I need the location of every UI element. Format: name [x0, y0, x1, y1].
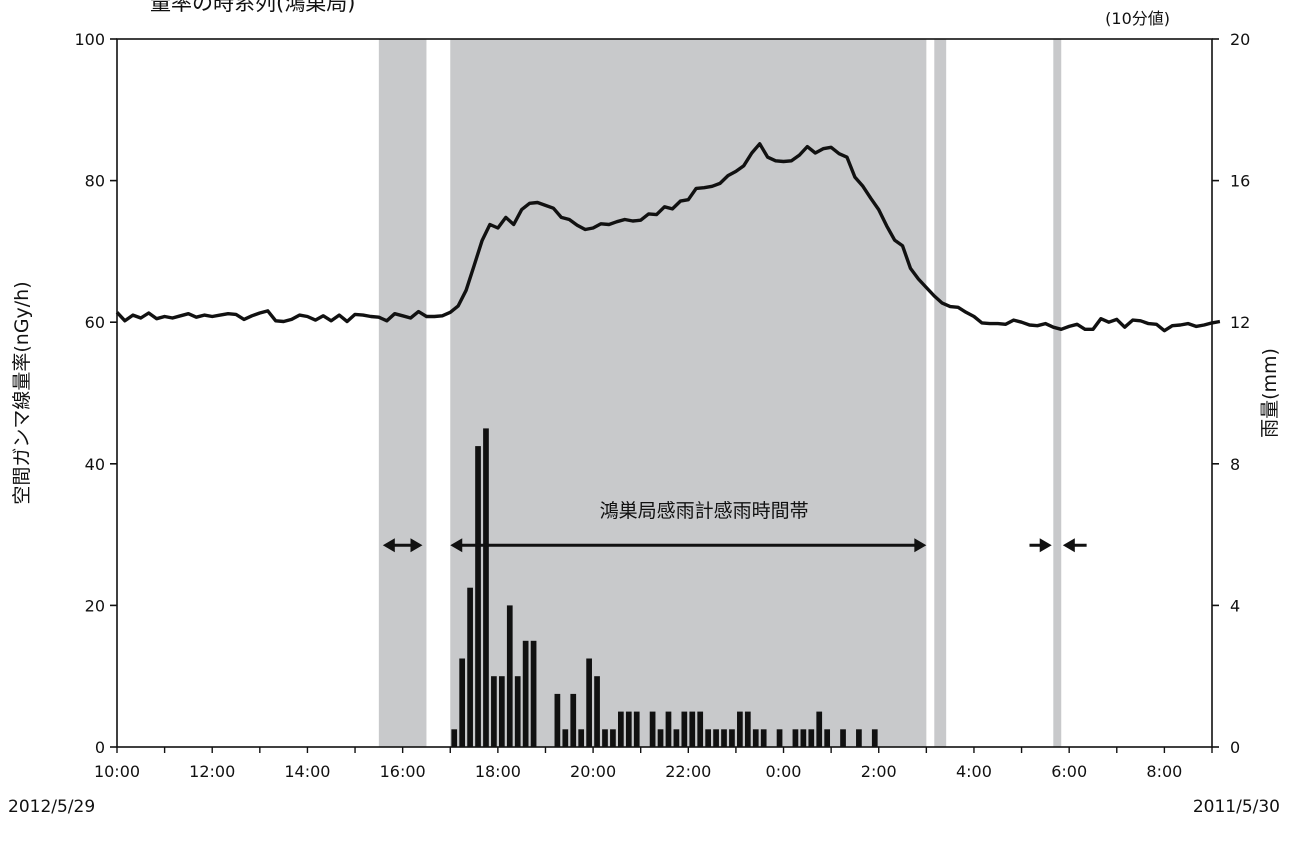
rain-bar-14 — [570, 693, 577, 747]
y-right-tick-label: 16 — [1230, 172, 1250, 191]
rain-bar-15 — [578, 729, 585, 747]
y-left-tick-label: 100 — [74, 30, 105, 49]
rain-bar-46 — [871, 729, 878, 747]
rain-period-1 — [378, 39, 427, 747]
rain-bar-13 — [562, 729, 569, 747]
rain-bar-24 — [657, 729, 664, 747]
rainfall-bars — [451, 428, 878, 747]
rain-bar-3 — [467, 587, 473, 747]
rain-bar-22 — [633, 711, 640, 747]
rain-bar-8 — [506, 605, 513, 747]
date-left: 2012/5/29 — [8, 797, 95, 817]
rain-bar-32 — [721, 729, 727, 747]
axes — [110, 38, 1219, 753]
rain-bar-40 — [800, 729, 807, 747]
y-right-tick-label: 0 — [1230, 738, 1240, 757]
labels: 0 20 40 60 80 100 0 4 8 12 16 20 10:00 12:00 14:00 16:0… — [8, 0, 1281, 817]
rain-bar-42 — [816, 711, 823, 747]
rain-bar-4 — [475, 446, 481, 747]
arrow-period-1-head-right — [410, 538, 423, 553]
rain-bar-17 — [594, 676, 600, 747]
dose-rate-line — [115, 142, 1221, 333]
rain-bar-19 — [610, 729, 616, 747]
rain-bar-7 — [498, 676, 505, 747]
rain-bar-23 — [649, 711, 656, 747]
y-left-axis-title: 空間ガンマ線量率(nGy/h) — [11, 281, 33, 504]
rain-bar-37 — [760, 729, 767, 747]
rain-period-shading — [378, 39, 1062, 747]
y-left-tick-label: 0 — [95, 738, 105, 757]
y-right-tick-label: 8 — [1230, 455, 1240, 474]
rain-bar-31 — [713, 729, 719, 747]
y-left-tick-label: 80 — [85, 172, 105, 191]
rain-period-4 — [1053, 39, 1062, 747]
plot-frame — [116, 38, 1213, 748]
rain-bar-10 — [522, 640, 529, 747]
rain-bar-25 — [665, 711, 672, 747]
rain-bar-38 — [776, 729, 783, 747]
rain-bar-33 — [729, 729, 735, 747]
y-right-tick-label: 12 — [1230, 313, 1250, 332]
x-tick-label: 22:00 — [665, 762, 711, 781]
rain-bar-28 — [689, 711, 696, 747]
rain-bar-12 — [554, 693, 561, 747]
rain-bar-35 — [744, 711, 751, 747]
x-tick-label: 10:00 — [94, 762, 140, 781]
y-right-tick-label: 4 — [1230, 596, 1240, 615]
x-tick-label: 4:00 — [956, 762, 992, 781]
rain-bar-2 — [459, 658, 466, 747]
arrow-period-2-head-left — [450, 538, 463, 553]
chart-title: 量率の時系列(鴻巣局) — [150, 0, 355, 15]
dose-rate-series — [115, 142, 1221, 333]
x-tick-label: 0:00 — [766, 762, 802, 781]
y-left-tick-label: 20 — [85, 596, 105, 615]
x-tick-label: 12:00 — [189, 762, 235, 781]
arrow-period-3-right-head — [1062, 538, 1075, 553]
x-tick-label: 14:00 — [284, 762, 330, 781]
rain-bar-16 — [586, 658, 592, 747]
rain-period-3 — [934, 39, 947, 747]
rain-bar-27 — [681, 711, 688, 747]
y-left-tick-label: 40 — [85, 455, 105, 474]
rain-bar-45 — [856, 729, 862, 747]
rain-bar-20 — [618, 711, 624, 747]
rain-bar-39 — [792, 729, 799, 747]
rain-bar-34 — [737, 711, 743, 747]
rain-bar-21 — [625, 711, 632, 747]
x-tick-label: 8:00 — [1146, 762, 1182, 781]
x-tick-label: 6:00 — [1051, 762, 1087, 781]
rain-bar-5 — [483, 428, 489, 747]
rain-bar-6 — [491, 676, 497, 747]
rain-period-annotation: 鴻巣局感雨計感雨時間帯 — [600, 500, 809, 522]
x-tick-label: 16:00 — [380, 762, 426, 781]
y-right-axis-title: 雨量(mm) — [1259, 348, 1281, 438]
rain-bar-11 — [530, 640, 537, 747]
rain-period-arrows — [382, 538, 1087, 553]
x-tick-label: 20:00 — [570, 762, 616, 781]
rain-bar-36 — [752, 729, 759, 747]
date-right: 2011/5/30 — [1193, 797, 1280, 817]
rain-bar-44 — [840, 729, 846, 747]
rain-bar-43 — [824, 729, 831, 747]
rain-bar-30 — [705, 729, 711, 747]
y-left-tick-label: 60 — [85, 313, 105, 332]
y-right-tick-label: 20 — [1230, 30, 1250, 49]
x-tick-label: 2:00 — [861, 762, 897, 781]
arrow-period-3-left-head — [1039, 538, 1052, 553]
rain-bar-29 — [697, 711, 704, 747]
rain-bar-41 — [808, 729, 815, 747]
rain-bar-26 — [673, 729, 680, 747]
rain-bar-9 — [514, 676, 521, 747]
x-tick-label: 18:00 — [475, 762, 521, 781]
arrow-period-1-head-left — [382, 538, 395, 553]
rain-bar-18 — [602, 729, 608, 747]
unit-note: (10分値) — [1105, 9, 1170, 28]
arrow-period-2-head-right — [914, 538, 927, 553]
rain-period-2 — [450, 39, 927, 747]
rain-bar-1 — [451, 729, 458, 747]
